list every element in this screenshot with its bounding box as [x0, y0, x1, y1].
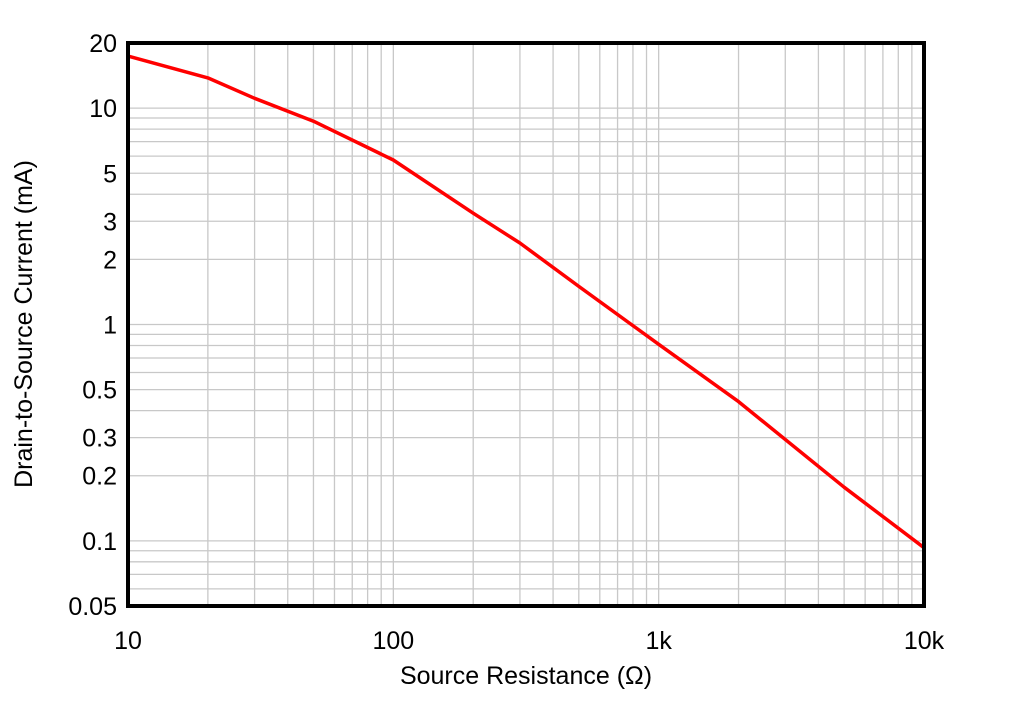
y-tick-label: 20	[89, 30, 117, 58]
y-tick-label: 3	[103, 208, 117, 236]
y-tick-label: 0.05	[68, 593, 117, 621]
y-tick-label: 5	[103, 160, 117, 188]
x-tick-labels: 10 100 1k 10k	[114, 627, 945, 655]
y-tick-label: 0.1	[82, 528, 117, 556]
data-series	[127, 54, 926, 550]
x-tick-label: 1k	[645, 627, 672, 655]
x-tick-label: 100	[372, 627, 414, 655]
y-tick-label: 1	[103, 312, 117, 340]
y-tick-label: 0.5	[82, 377, 117, 405]
y-tick-label: 0.3	[82, 425, 117, 453]
x-tick-label: 10k	[904, 627, 945, 655]
series-line	[127, 54, 926, 550]
y-tick-label: 10	[89, 95, 117, 123]
x-tick-label: 10	[114, 627, 142, 655]
y-tick-label: 0.2	[82, 463, 117, 491]
y-tick-labels: 20 10 5 3 2 1 0.5 0.3 0.2 0.1 0.05	[68, 30, 117, 621]
y-axis-label: Drain-to-Source Current (mA)	[10, 160, 38, 488]
x-axis-label: Source Resistance (Ω)	[400, 662, 652, 690]
y-tick-label: 2	[103, 246, 117, 274]
grid-lines	[128, 43, 924, 606]
plot-frame	[126, 41, 926, 608]
